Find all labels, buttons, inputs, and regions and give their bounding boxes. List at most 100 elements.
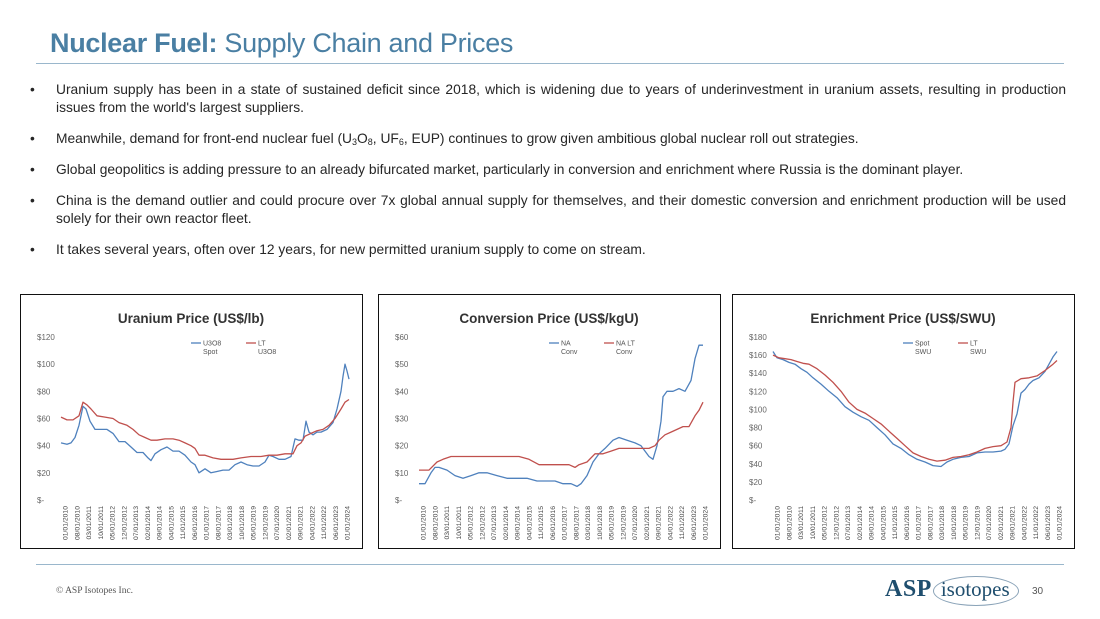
x-tick-label: 09/01/2014 <box>157 506 164 540</box>
bullet-text-part: , EUP) continues to grow given ambitious… <box>403 131 859 146</box>
enrichment-price-chart-svg: Enrichment Price (US$/SWU) $- $20 $40 $60 $80… <box>749 311 1064 540</box>
series-line-lt-swu <box>772 354 1058 462</box>
legend-label-line2: Conv <box>561 349 578 356</box>
y-tick-label: $160 <box>749 351 767 360</box>
y-tick-label: $80 <box>37 387 51 396</box>
bullet-item: • China is the demand outlier and could p… <box>30 192 1066 228</box>
x-tick-label: 09/01/2014 <box>515 506 522 540</box>
chart-title: Uranium Price (US$/lb) <box>118 311 264 326</box>
x-tick-label: 10/01/2018 <box>951 506 958 540</box>
enrichment-price-chart: Enrichment Price (US$/SWU) $- $20 $40 $60 $80… <box>732 294 1075 549</box>
x-tick-label: 03/01/2018 <box>939 506 946 540</box>
page-number: 30 <box>1032 586 1044 597</box>
x-tick-label: 10/01/2018 <box>597 506 604 540</box>
legend-label-line2: SWU <box>915 349 931 356</box>
bullet-dot: • <box>30 162 35 177</box>
subscript: 8 <box>367 137 373 147</box>
bullet-text: China is the demand outlier and could pr… <box>56 193 1066 226</box>
x-tick-label: 06/01/2016 <box>904 506 911 540</box>
x-tick-label: 09/01/2021 <box>298 506 305 540</box>
x-tick-label: 03/01/2011 <box>798 506 805 540</box>
y-tick-label: $100 <box>37 360 55 369</box>
x-tick-label: 04/01/2015 <box>168 506 175 540</box>
y-tick-label: $40 <box>395 387 409 396</box>
x-tick-label: 05/01/2019 <box>251 506 258 540</box>
x-tick-label: 11/01/2015 <box>180 506 187 540</box>
x-tick-label: 05/01/2012 <box>468 506 475 540</box>
x-tick-label: 05/01/2012 <box>110 506 117 540</box>
x-tick-label: 01/01/2024 <box>345 506 352 540</box>
y-tick-label: $140 <box>749 369 767 378</box>
uranium-price-chart-svg: Uranium Price (US$/lb) $- $20 $40 $60 $80 $100… <box>37 311 352 540</box>
x-tick-label: 01/01/2017 <box>916 506 923 540</box>
bullet-item: • Global geopolitics is adding pressure t… <box>30 161 1066 179</box>
copyright: © ASP Isotopes Inc. <box>56 586 134 596</box>
x-tick-label: 09/01/2021 <box>656 506 663 540</box>
x-tick-label: 08/01/2010 <box>786 506 793 540</box>
x-tick-label: 04/01/2022 <box>667 506 674 540</box>
y-tick-label: $50 <box>395 360 409 369</box>
x-tick-label: 02/01/2014 <box>503 506 510 540</box>
x-tick-label: 11/01/2015 <box>538 506 545 540</box>
legend-label: Spot <box>915 341 929 348</box>
bullet-text: It takes several years, often over 12 ye… <box>56 242 646 257</box>
x-tick-label: 09/01/2021 <box>1010 506 1017 540</box>
x-tick-label: 12/01/2012 <box>833 506 840 540</box>
bullet-dot: • <box>30 242 35 257</box>
x-tick-label: 02/01/2014 <box>145 506 152 540</box>
title-divider <box>36 63 1064 64</box>
legend-label-line2: SWU <box>970 349 986 356</box>
legend-label: NA LT <box>616 341 636 348</box>
uranium-price-chart: Uranium Price (US$/lb) $- $20 $40 $60 $80 $100… <box>20 294 363 549</box>
legend-label: LT <box>970 341 978 348</box>
x-tick-label: 06/01/2023 <box>691 506 698 540</box>
x-tick-label: 06/01/2016 <box>550 506 557 540</box>
x-tick-label: 11/01/2022 <box>679 506 686 540</box>
x-tick-label: 10/01/2011 <box>98 506 105 540</box>
y-tick-label: $120 <box>37 333 55 342</box>
x-tick-label: 01/01/2010 <box>63 506 70 540</box>
series-line-u3o8-spot <box>60 363 350 474</box>
x-tick-label: 01/01/2010 <box>775 506 782 540</box>
bullet-item: • It takes several years, often over 12 y… <box>30 241 1066 259</box>
slide-title: Nuclear Fuel: Supply Chain and Prices <box>50 28 513 59</box>
x-tick-label: 11/01/2022 <box>1033 506 1040 540</box>
series-line-na-lt-conv <box>419 401 704 471</box>
y-tick-label: $40 <box>37 442 51 451</box>
x-tick-label: 10/01/2018 <box>239 506 246 540</box>
x-tick-label: 05/01/2019 <box>963 506 970 540</box>
x-tick-label: 03/01/2011 <box>86 506 93 540</box>
x-tick-label: 02/01/2021 <box>644 506 651 540</box>
y-tick-label: $60 <box>749 442 763 451</box>
legend-label: LT <box>258 341 266 348</box>
slide-title-bold: Nuclear Fuel: <box>50 28 218 58</box>
x-tick-label: 04/01/2015 <box>880 506 887 540</box>
legend-label-line2: Spot <box>203 349 217 356</box>
bullet-text-part: Meanwhile, demand for front-end nuclear … <box>56 131 353 146</box>
x-tick-label: 05/01/2019 <box>609 506 616 540</box>
bullet-text: Uranium supply has been in a state of su… <box>56 82 1066 115</box>
y-tick-label: $60 <box>37 415 51 424</box>
x-tick-label: 07/01/2013 <box>845 506 852 540</box>
y-tick-label: $- <box>395 496 402 505</box>
x-tick-label: 07/01/2020 <box>274 506 281 540</box>
series-line-spot-swu <box>772 351 1058 468</box>
series-line-lt-u3o8 <box>60 398 350 460</box>
x-tick-label: 10/01/2011 <box>810 506 817 540</box>
y-tick-label: $20 <box>395 442 409 451</box>
y-tick-label: $- <box>37 496 44 505</box>
x-tick-label: 09/01/2014 <box>869 506 876 540</box>
y-tick-label: $80 <box>749 424 763 433</box>
y-tick-label: $10 <box>395 469 409 478</box>
x-tick-label: 08/01/2017 <box>215 506 222 540</box>
series-line-na-conv <box>419 344 703 488</box>
x-tick-label: 06/01/2023 <box>1045 506 1052 540</box>
x-tick-label: 12/01/2012 <box>121 506 128 540</box>
conversion-price-chart-svg: Conversion Price (US$/kgU) $- $10 $20 $30 $40… <box>395 311 710 540</box>
x-tick-label: 12/01/2012 <box>479 506 486 540</box>
bullet-dot: • <box>30 82 35 97</box>
x-tick-label: 08/01/2017 <box>927 506 934 540</box>
x-tick-label: 06/01/2016 <box>192 506 199 540</box>
y-tick-label: $20 <box>749 478 763 487</box>
x-tick-label: 04/01/2022 <box>1021 506 1028 540</box>
